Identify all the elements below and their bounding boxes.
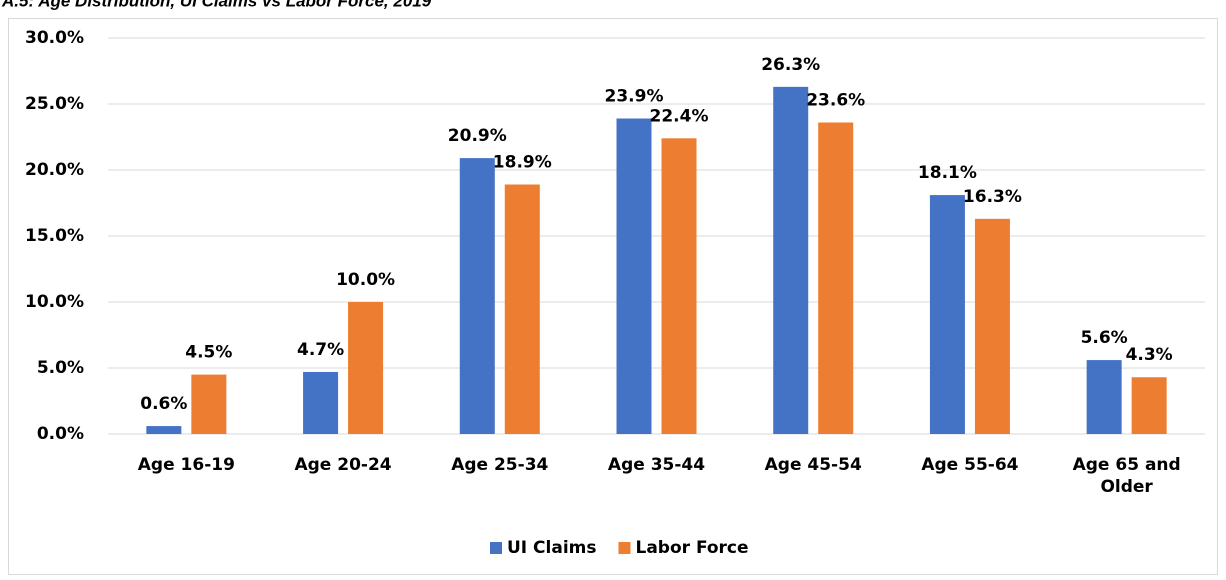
x-tick-label: Age 35-44 xyxy=(607,455,706,475)
chart-border xyxy=(8,18,1218,575)
bar xyxy=(459,158,495,434)
y-tick-label: 30.0% xyxy=(25,28,84,48)
y-tick-label: 0.0% xyxy=(37,424,84,444)
y-tick-label: 15.0% xyxy=(25,226,84,246)
legend-label: UI Claims xyxy=(507,538,596,558)
legend-label: Labor Force xyxy=(635,538,748,558)
y-tick-label: 5.0% xyxy=(37,358,84,378)
bar xyxy=(303,371,339,434)
data-label: 26.3% xyxy=(761,55,820,75)
data-label: 16.3% xyxy=(963,187,1022,207)
data-label: 23.6% xyxy=(806,90,865,110)
bar xyxy=(773,86,809,434)
data-label: 22.4% xyxy=(650,106,709,126)
legend-swatch xyxy=(618,542,631,554)
legend-swatch xyxy=(490,542,502,554)
bar xyxy=(1131,377,1167,434)
x-tick-label: Age 25-34 xyxy=(451,455,549,475)
y-tick-label: 10.0% xyxy=(25,292,84,312)
data-label: 4.3% xyxy=(1126,345,1173,365)
bar xyxy=(146,426,182,434)
bar xyxy=(661,138,697,434)
x-tick-label: Age 55-64 xyxy=(921,455,1019,475)
bar xyxy=(1086,360,1122,434)
y-tick-label: 25.0% xyxy=(25,94,84,114)
bar xyxy=(191,374,227,434)
y-tick-label: 20.0% xyxy=(25,160,84,180)
x-tick-label: Age 20-24 xyxy=(294,455,392,475)
data-label: 4.7% xyxy=(297,340,344,360)
data-label: 0.6% xyxy=(140,394,187,414)
data-label: 10.0% xyxy=(336,270,395,290)
data-label: 23.9% xyxy=(605,87,664,107)
bar xyxy=(818,122,854,434)
bar xyxy=(929,195,965,434)
data-label: 20.9% xyxy=(448,126,507,146)
data-label: 4.5% xyxy=(185,343,232,363)
data-label: 18.1% xyxy=(918,163,977,183)
x-tick-label: Age 45-54 xyxy=(764,455,862,475)
data-label: 5.6% xyxy=(1081,328,1128,348)
data-label: 18.9% xyxy=(493,153,552,173)
x-tick-label: Age 65 and Older xyxy=(1072,455,1181,497)
bar xyxy=(348,302,384,434)
bar xyxy=(504,184,540,434)
chart-title: A.5: Age Distribution, UI Claims vs Labo… xyxy=(1,0,432,10)
bar xyxy=(616,118,652,435)
bar xyxy=(974,218,1010,434)
x-tick-label: Age 16-19 xyxy=(137,455,235,475)
